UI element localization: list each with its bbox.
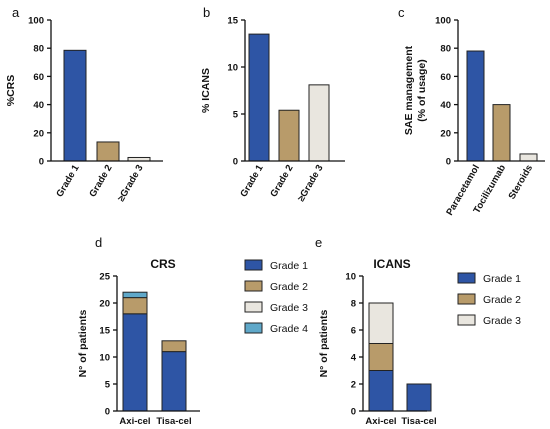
x-tick-label: Axi-cel — [365, 416, 396, 427]
bar-3 — [519, 153, 538, 162]
y-axis-label: % ICANS — [200, 68, 212, 113]
y-tick-label: 2 — [351, 380, 356, 391]
legend-label: Grade 1 — [483, 273, 521, 285]
bar-1 — [63, 49, 87, 162]
y-axis-label: %CRS — [5, 75, 17, 107]
y-tick-label: 5 — [233, 110, 239, 121]
y-tick-label: 0 — [105, 407, 110, 418]
legend-swatch-grade-4 — [244, 322, 263, 334]
y-tick-label: 60 — [33, 72, 44, 83]
legend-swatch-grade-1 — [457, 272, 476, 284]
bar-1 — [466, 50, 485, 162]
x-tick-label: ≥Grade 3 — [296, 163, 326, 204]
y-tick-label: 40 — [33, 100, 44, 111]
y-tick-label: 5 — [105, 380, 111, 391]
y-tick-label: 0 — [39, 157, 44, 168]
bar-3 — [308, 84, 330, 162]
legend-label: Grade 3 — [483, 315, 521, 327]
legend-label: Grade 2 — [483, 294, 521, 306]
bar-1 — [248, 33, 270, 162]
panel-letter-b: b — [203, 5, 210, 20]
x-tick-label: Grade 1 — [238, 162, 266, 199]
y-tick-label: 15 — [99, 326, 110, 337]
panel-letter-d: d — [95, 235, 102, 250]
x-tick-label: Grade 2 — [268, 163, 295, 199]
x-tick-label: Grade 1 — [54, 162, 82, 199]
y-tick-label: 25 — [99, 272, 110, 283]
bar-axi-cel-grade-2 — [368, 343, 394, 371]
y-axis-label: N° of patients — [77, 309, 89, 377]
legend-label: Grade 3 — [270, 302, 308, 314]
bar-axi-cel-grade-2 — [122, 297, 148, 315]
chart-title: CRS — [150, 257, 175, 271]
y-tick-label: 6 — [351, 326, 356, 337]
x-tick-label: Tisa-cel — [156, 416, 191, 427]
y-tick-label: 8 — [351, 299, 356, 310]
bar-2 — [96, 141, 120, 162]
panel-letter-a: a — [12, 5, 20, 20]
y-tick-label: 100 — [28, 16, 44, 27]
y-tick-label: 0 — [351, 407, 356, 418]
bar-tisa-cel-grade-2 — [161, 340, 187, 353]
legend-label: Grade 4 — [270, 323, 308, 335]
bar-2 — [492, 104, 511, 162]
bar-tisa-cel-grade-1 — [161, 351, 187, 412]
bar-axi-cel-grade-1 — [122, 313, 148, 412]
y-tick-label: 0 — [446, 157, 451, 168]
x-tick-label: Tisa-cel — [401, 416, 436, 427]
y-tick-label: 40 — [440, 100, 451, 111]
y-tick-label: 10 — [227, 63, 238, 74]
legend-swatch-grade-3 — [457, 314, 476, 326]
y-tick-label: 20 — [99, 299, 110, 310]
y-tick-label: 10 — [345, 272, 356, 283]
legend-label: Grade 2 — [270, 281, 308, 293]
x-tick-label: Grade 2 — [87, 163, 114, 199]
y-tick-label: 60 — [440, 72, 451, 83]
y-tick-label: 0 — [233, 157, 238, 168]
bar-axi-cel-grade-3 — [368, 302, 394, 344]
bar-2 — [278, 109, 300, 162]
legend-label: Grade 1 — [270, 260, 308, 272]
bar-axi-cel-grade-4 — [122, 291, 148, 299]
x-tick-label: Steroids — [507, 163, 536, 201]
panel-letter-e: e — [315, 235, 322, 250]
legend-swatch-grade-1 — [244, 259, 263, 271]
bar-axi-cel-grade-1 — [368, 370, 394, 412]
legend-swatch-grade-2 — [457, 293, 476, 305]
bar-tisa-cel-grade-1 — [406, 383, 432, 412]
y-tick-label: 20 — [33, 128, 44, 139]
legend-swatch-grade-2 — [244, 280, 263, 292]
legend-swatch-grade-3 — [244, 301, 263, 313]
chart-title: ICANS — [373, 257, 410, 271]
y-tick-label: 100 — [435, 16, 451, 27]
y-tick-label: 80 — [33, 44, 44, 55]
y-tick-label: 15 — [227, 16, 238, 27]
y-axis-label-line-2: (% of usage) — [416, 59, 428, 121]
x-tick-label: ≥Grade 3 — [116, 163, 146, 204]
y-tick-label: 20 — [440, 128, 451, 139]
y-tick-label: 80 — [440, 44, 451, 55]
y-axis-label: SAE management — [403, 45, 415, 135]
y-tick-label: 4 — [351, 353, 357, 364]
y-axis-label: N° of patients — [318, 309, 330, 377]
x-tick-label: Axi-cel — [119, 416, 150, 427]
panel-letter-c: c — [398, 5, 405, 20]
y-tick-label: 10 — [99, 353, 110, 364]
